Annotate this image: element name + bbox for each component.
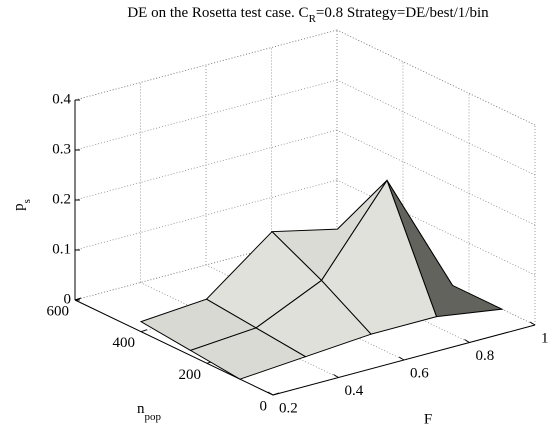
x-tick-label: 0.6 xyxy=(410,365,429,381)
y-tick xyxy=(140,329,148,333)
y-axis-label-main: n xyxy=(137,401,145,417)
y-tick xyxy=(74,297,82,301)
z-tick-label: 0.1 xyxy=(52,241,71,257)
x-tick-label: 1 xyxy=(541,330,549,346)
x-tick-label: 0.8 xyxy=(476,348,495,364)
surface-patch xyxy=(189,327,307,380)
x-tick-label: 0.2 xyxy=(279,400,298,416)
x-tick xyxy=(398,356,405,361)
x-axis-label: F xyxy=(424,411,432,427)
x-tick xyxy=(333,374,339,378)
box-edge xyxy=(74,29,338,101)
grid-line xyxy=(74,179,338,251)
grid-line xyxy=(336,79,536,176)
chart-title: DE on the Rosetta test case. CR=0.8 Stra… xyxy=(127,5,489,24)
y-tick-label: 200 xyxy=(179,367,202,383)
grid-line xyxy=(336,129,536,226)
x-tick xyxy=(464,339,470,343)
x-tick xyxy=(267,391,274,396)
z-tick-label: 0 xyxy=(64,291,72,307)
z-axis-label-main: p xyxy=(11,203,27,211)
z-axis-label: ps xyxy=(11,199,32,211)
z-tick-label: 0.2 xyxy=(52,191,71,207)
y-axis-label: npop xyxy=(137,401,162,422)
z-axis-label-sub: s xyxy=(21,199,33,203)
z-tick-label: 0.4 xyxy=(52,91,71,107)
grid-line xyxy=(336,179,536,276)
box-edge xyxy=(336,29,536,126)
y-tick-label: 0 xyxy=(260,398,268,414)
z-tick-label: 0.3 xyxy=(52,141,71,157)
y-tick-label: 600 xyxy=(47,303,70,319)
x-tick xyxy=(529,321,536,326)
y-tick-label: 400 xyxy=(113,335,136,351)
y-tick xyxy=(272,392,280,396)
x-tick-label: 0.4 xyxy=(345,383,364,399)
y-axis-label-sub: pop xyxy=(145,411,162,423)
grid-line xyxy=(140,282,339,378)
